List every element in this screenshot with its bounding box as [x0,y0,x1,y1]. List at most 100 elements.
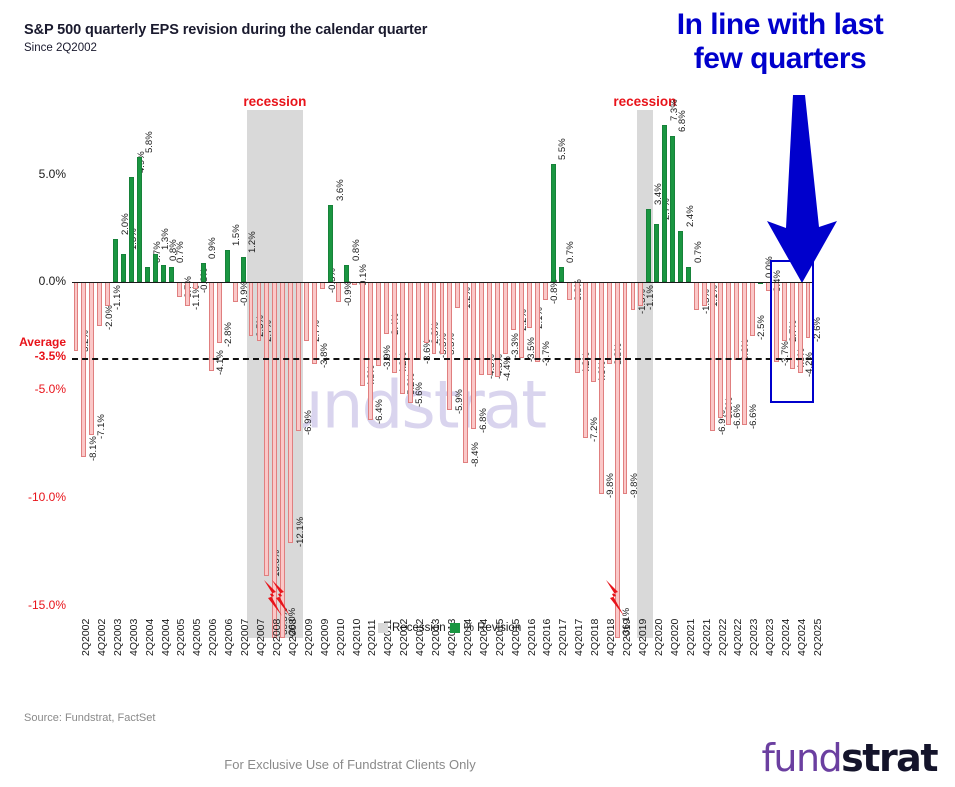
bar-4Q2021[interactable] [694,282,700,311]
bar-3Q2015[interactable] [495,282,501,378]
bar-1Q2014[interactable] [447,282,453,410]
bar-1Q2019[interactable] [606,282,612,365]
bar-1Q2009[interactable] [288,282,294,544]
bar-2Q2015[interactable] [487,282,493,376]
bar-1Q2013[interactable] [415,282,421,360]
x-axis-tick-label: 2Q2019 [621,618,634,656]
bar-2Q2010[interactable] [328,204,334,283]
x-axis-tick-label: 4Q2007 [255,618,268,656]
bar-4Q2005[interactable] [184,282,190,307]
bar-value-label: 1.2% [247,230,259,253]
bar-4Q2017[interactable] [566,282,572,300]
bar-3Q2013[interactable] [431,282,437,354]
y-axis-tick: -10.0% [27,489,66,504]
bar-2Q2007[interactable] [232,282,238,302]
bar-value-label: -8.4% [469,442,481,468]
bar-value-label: 1.5% [231,224,243,247]
bar-3Q2011[interactable] [367,282,373,421]
bar-3Q2018[interactable] [590,282,596,382]
bar-2Q2002[interactable] [73,282,79,352]
bar-3Q2010[interactable] [336,282,341,302]
bar-2Q2006[interactable] [200,263,206,283]
bar-3Q2017[interactable] [558,267,564,283]
bar-2Q2003[interactable] [105,282,111,307]
bar-4Q2019[interactable] [630,282,636,311]
bar-4Q2006[interactable] [216,282,222,343]
bar-4Q2011[interactable] [375,282,381,367]
bar-4Q2010[interactable] [344,265,349,283]
bar-1Q2005[interactable] [161,265,166,283]
recession-band [636,110,653,638]
bar-3Q2009[interactable] [304,282,310,341]
bar-2Q2023[interactable] [741,282,747,425]
bar-4Q2007[interactable] [248,282,254,337]
bar-3Q2012[interactable] [399,282,405,395]
bar-1Q2021[interactable] [670,135,676,283]
bar-value-label: -12.1% [294,517,306,548]
bar-4Q2018[interactable] [598,282,604,494]
bar-4Q2013[interactable] [439,282,445,354]
bar-value-label: 2.4% [684,205,696,227]
bar-4Q2003[interactable] [121,254,127,283]
x-axis-tick-label: 4Q2010 [350,618,363,656]
bar-3Q2005[interactable] [176,282,182,298]
bar-2Q2013[interactable] [423,282,429,343]
bar-value-label: -6.6% [748,403,760,429]
x-axis-tick-label: 2Q2016 [525,618,538,656]
bar-3Q2022[interactable] [718,282,723,419]
bar-2Q2014[interactable] [455,282,461,309]
bar-3Q2020[interactable] [654,224,660,283]
bar-1Q2020[interactable] [638,282,644,307]
bar-4Q2004[interactable] [153,254,158,283]
bar-1Q2004[interactable] [129,176,135,283]
average-value: -3.5% [34,348,66,363]
bar-1Q2016[interactable] [511,282,517,330]
bar-1Q2017[interactable] [542,282,548,300]
bar-3Q2019[interactable] [622,282,628,494]
bar-4Q2009[interactable] [312,282,318,365]
bar-2Q2022[interactable] [710,282,715,432]
bar-2Q2011[interactable] [359,282,365,386]
bar-1Q2007[interactable] [224,250,230,283]
bar-1Q2008[interactable] [256,282,262,341]
bar-1Q2003[interactable] [97,282,103,326]
bar-2Q2020[interactable] [646,209,652,283]
bar-2Q2017[interactable] [550,163,556,283]
x-axis-tick-label: 2Q2002 [79,618,92,656]
x-axis-tick-label: 4Q2019 [636,618,649,656]
bar-3Q2016[interactable] [527,282,532,328]
x-axis-tick-label: 2Q2010 [334,618,347,656]
average-line [72,357,812,360]
bar-value-label: 3.6% [334,179,346,201]
bar-value-label: -3.8% [318,343,330,369]
bar-4Q2020[interactable] [662,125,668,283]
bar-4Q2015[interactable] [503,282,509,354]
bar-2Q2021[interactable] [678,230,684,283]
bar-3Q2023[interactable] [749,282,755,337]
bar-2Q2004[interactable] [137,157,143,283]
callout-line-1: In line with last [676,8,884,41]
bar-2Q2009[interactable] [296,282,302,432]
bar-3Q2002[interactable] [81,282,87,457]
x-axis-tick-label: 4Q2004 [159,618,172,656]
bar-2Q2016[interactable] [519,282,525,358]
bar-value-label: -3.7% [541,341,553,367]
bar-2Q2005[interactable] [168,267,174,283]
bar-2Q2018[interactable] [582,282,588,438]
bar-3Q2003[interactable] [113,239,119,283]
bar-1Q2012[interactable] [383,282,389,335]
bar-4Q2022[interactable] [725,282,731,425]
bar-3Q2007[interactable] [240,256,246,283]
bar-4Q2012[interactable] [407,282,413,404]
bar-4Q2016[interactable] [535,282,540,363]
bar-3Q2021[interactable] [686,267,692,283]
bar-1Q2015[interactable] [479,282,485,376]
bar-3Q2014[interactable] [463,282,469,464]
bar-1Q2022[interactable] [702,282,708,307]
y-axis-tick: -15.0% [27,597,66,612]
bar-4Q2014[interactable] [471,282,477,429]
bar-1Q2023[interactable] [733,282,739,360]
x-axis-tick-label: 2Q2008 [270,618,283,656]
bar-3Q2004[interactable] [145,267,151,283]
bar-2Q2008[interactable] [264,282,270,576]
